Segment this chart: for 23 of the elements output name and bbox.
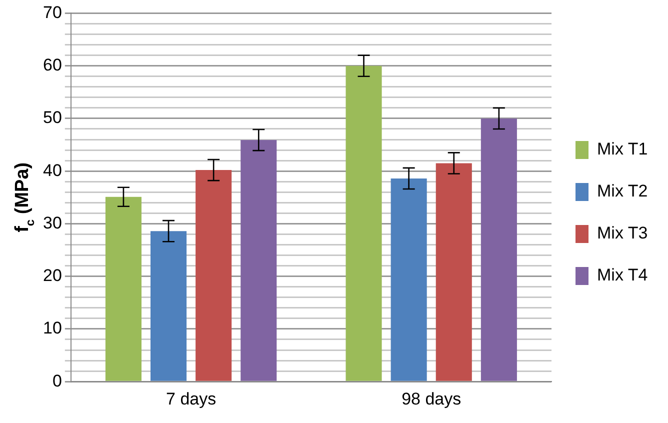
x-tick-label: 98 days xyxy=(402,389,462,408)
legend-label: Mix T4 xyxy=(597,266,648,285)
y-tick-label: 70 xyxy=(42,2,62,22)
x-tick-label: 7 days xyxy=(166,389,216,408)
legend-label: Mix T3 xyxy=(597,224,648,243)
bar xyxy=(150,231,187,381)
bar xyxy=(436,163,472,381)
y-tick-label: 0 xyxy=(52,371,62,390)
bar xyxy=(240,140,277,381)
bar xyxy=(480,118,517,381)
y-tick-label: 40 xyxy=(42,160,62,180)
y-tick-label: 60 xyxy=(42,56,62,75)
y-tick-label: 10 xyxy=(42,318,62,338)
bar xyxy=(105,196,142,381)
y-tick-label: 20 xyxy=(42,266,62,286)
bar xyxy=(390,178,427,381)
y-tick-label: 30 xyxy=(42,213,62,232)
legend-label: Mix T2 xyxy=(597,182,648,201)
bar xyxy=(196,170,232,381)
y-tick-label: 50 xyxy=(42,108,62,128)
bar xyxy=(346,66,382,381)
legend-label: Mix T1 xyxy=(597,140,648,159)
y-axis-title: fc (MPa) xyxy=(12,162,37,232)
